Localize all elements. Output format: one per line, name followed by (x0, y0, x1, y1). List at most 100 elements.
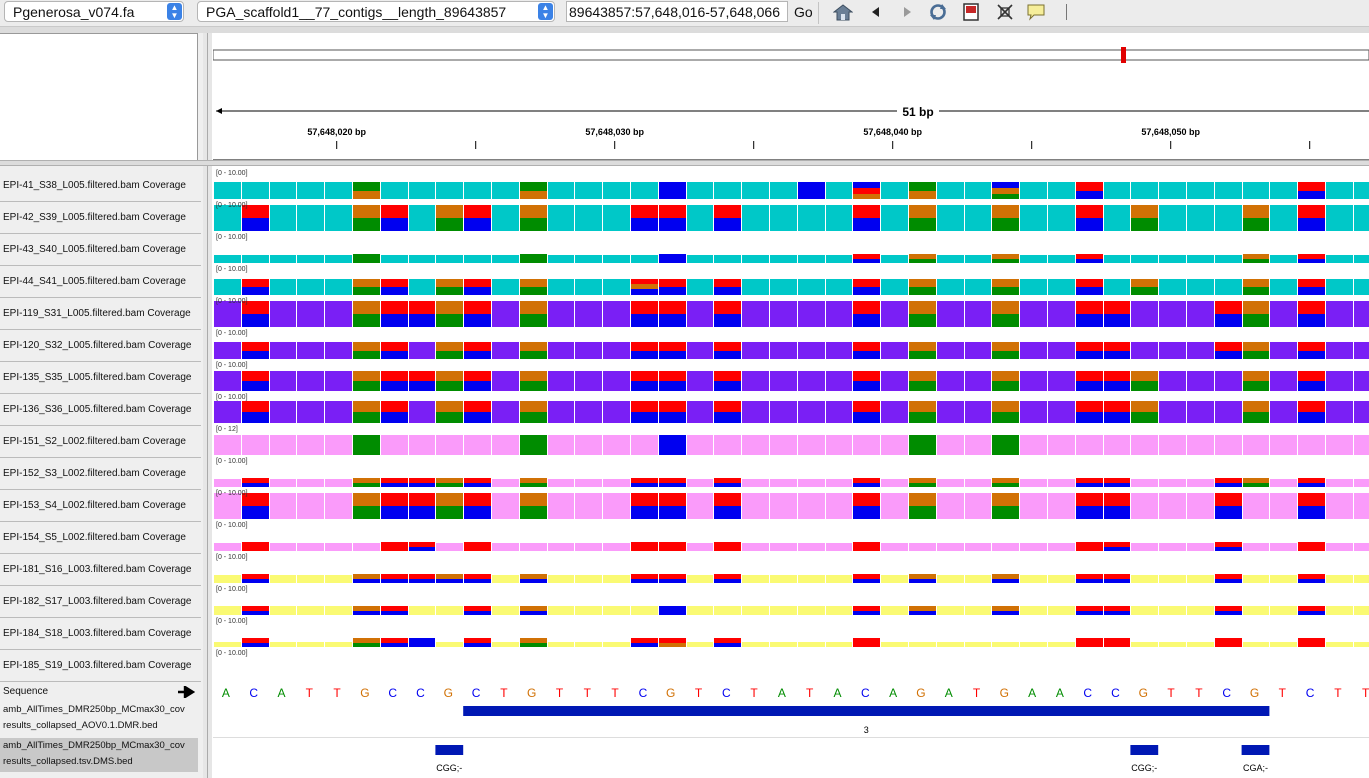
coverage-bar (1354, 182, 1369, 199)
coverage-bar (742, 435, 769, 455)
panel-horizontal-divider[interactable] (0, 160, 1369, 166)
coverage-bar-allele (992, 182, 1019, 188)
coverage-track[interactable]: [0 - 10.00] (213, 554, 1369, 586)
feature-track-name[interactable]: amb_AllTimes_DMR250bp_MCmax30_cov results… (0, 738, 198, 772)
coverage-bar-allele (714, 579, 741, 583)
track-name[interactable]: EPI-182_S17_L003.filtered.bam Coverage (3, 596, 192, 607)
coverage-track[interactable]: [0 - 10.00] (213, 490, 1369, 522)
track-name[interactable]: EPI-181_S16_L003.filtered.bam Coverage (3, 564, 192, 575)
coverage-bar (1270, 205, 1297, 231)
track-name[interactable]: EPI-41_S38_L005.filtered.bam Coverage (3, 180, 186, 191)
coverage-bar-allele (1298, 638, 1325, 647)
feature-track-name[interactable]: amb_AllTimes_DMR250bp_MCmax30_cov results… (0, 702, 198, 736)
coverage-track[interactable]: [0 - 12] (213, 426, 1369, 458)
locus-input[interactable]: 89643857:57,648,016-57,648,066 (566, 1, 788, 22)
sequence-base: C (639, 686, 648, 700)
coverage-bar (798, 575, 825, 583)
region-of-interest-icon[interactable] (961, 3, 981, 21)
coverage-bar (1243, 493, 1269, 519)
coverage-svg (214, 638, 1369, 647)
coverage-track[interactable]: [0 - 10.00] (213, 202, 1369, 234)
coverage-bar-allele (381, 218, 408, 231)
coverage-bar-allele (436, 314, 463, 327)
coverage-track[interactable]: [0 - 10.00] (213, 650, 1369, 682)
coverage-bar-allele (1215, 506, 1242, 519)
go-button[interactable]: Go (794, 4, 813, 20)
coverage-bar-allele (1076, 579, 1103, 583)
coverage-track[interactable]: [0 - 10.00] (213, 362, 1369, 394)
ruler-panel[interactable]: 51 bp 57,648,020 bp 57,648,030 bp 57,648,0… (212, 33, 1369, 163)
track-name[interactable]: EPI-44_S41_L005.filtered.bam Coverage (3, 276, 186, 287)
track-name[interactable]: EPI-42_S39_L005.filtered.bam Coverage (3, 212, 186, 223)
coverage-bar (881, 205, 908, 231)
track-name[interactable]: EPI-119_S31_L005.filtered.bam Coverage (3, 308, 191, 319)
strand-arrow-icon[interactable] (177, 686, 195, 698)
coverage-track[interactable]: [0 - 10.00] (213, 298, 1369, 330)
track-name[interactable]: EPI-185_S19_L003.filtered.bam Coverage (3, 660, 192, 671)
coverage-bar-allele (659, 542, 686, 551)
coverage-bar (1131, 435, 1158, 455)
track-name[interactable]: EPI-136_S36_L005.filtered.bam Coverage (3, 404, 192, 415)
coverage-bar-allele (1243, 314, 1269, 327)
popup-info-icon[interactable] (1026, 3, 1046, 21)
track-name[interactable]: EPI-135_S35_L005.filtered.bam Coverage (3, 372, 192, 383)
coverage-bar (1159, 493, 1186, 519)
sequence-base: G (1250, 686, 1259, 700)
coverage-track[interactable]: [0 - 10.00] (213, 618, 1369, 650)
coverage-bar-allele (436, 478, 463, 483)
resize-to-window-icon[interactable] (995, 3, 1015, 21)
coverage-bar-allele (409, 493, 435, 506)
track-name[interactable]: EPI-120_S32_L005.filtered.bam Coverage (3, 340, 192, 351)
chromosome-ideogram[interactable] (212, 49, 1369, 61)
chromosome-dropdown[interactable]: PGA_scaffold1__77_contigs__length_896438… (197, 1, 555, 22)
coverage-bar-allele (242, 483, 269, 487)
coverage-bar (270, 371, 296, 391)
coverage-bar-allele (353, 218, 380, 231)
genome-dropdown[interactable]: Pgenerosa_v074.fa ▲ ▼ (4, 1, 184, 22)
sequence-track-name[interactable]: Sequence (3, 686, 49, 697)
dms-feature[interactable] (435, 745, 464, 755)
track-name[interactable]: EPI-154_S5_L002.filtered.bam Coverage (3, 532, 186, 543)
coverage-bar (1187, 401, 1214, 423)
dms-feature[interactable] (1130, 745, 1159, 755)
chromosome-dropdown-arrow-icon[interactable]: ▲ ▼ (538, 3, 553, 20)
coverage-bar-allele (242, 287, 269, 295)
coverage-track[interactable]: [0 - 10.00] (213, 330, 1369, 362)
coverage-bar-allele (436, 342, 463, 351)
coverage-track[interactable]: [0 - 10.00] (213, 522, 1369, 554)
coverage-track[interactable]: [0 - 10.00] (213, 586, 1369, 618)
home-icon[interactable] (833, 3, 853, 21)
coverage-bar (881, 575, 908, 583)
coverage-bar-allele (659, 182, 686, 199)
coverage-bar-allele (464, 611, 491, 615)
coverage-bar (603, 606, 630, 615)
coverage-track[interactable]: [0 - 10.00] (213, 394, 1369, 426)
track-name[interactable]: EPI-151_S2_L002.filtered.bam Coverage (3, 436, 186, 447)
coverage-bar-allele (436, 205, 463, 218)
coverage-track[interactable]: [0 - 10.00] (213, 266, 1369, 298)
coverage-bar (1131, 493, 1158, 519)
track-name[interactable]: EPI-43_S40_L005.filtered.bam Coverage (3, 244, 186, 255)
coverage-bar (1354, 205, 1369, 231)
dms-feature[interactable] (1241, 745, 1270, 755)
back-icon[interactable] (866, 3, 886, 21)
coverage-bar (603, 301, 630, 327)
coverage-bar (826, 543, 852, 551)
coverage-svg (214, 401, 1369, 423)
coverage-track[interactable]: [0 - 10.00] (213, 234, 1369, 266)
track-name[interactable]: EPI-153_S4_L002.filtered.bam Coverage (3, 500, 186, 511)
coverage-bar-allele (853, 218, 880, 231)
coverage-track[interactable]: [0 - 10.00] (213, 458, 1369, 490)
dmr-feature[interactable] (463, 706, 1270, 716)
track-name[interactable]: EPI-152_S3_L002.filtered.bam Coverage (3, 468, 186, 479)
coverage-bar (1187, 205, 1214, 231)
forward-icon[interactable] (897, 3, 917, 21)
refresh-icon[interactable] (928, 3, 948, 21)
coverage-track[interactable]: [0 - 10.00] (213, 170, 1369, 202)
coverage-bar (492, 301, 519, 327)
genome-dropdown-arrow-icon[interactable]: ▲ ▼ (167, 3, 182, 20)
coverage-bar-allele (631, 381, 658, 391)
track-name[interactable]: EPI-184_S18_L003.filtered.bam Coverage (3, 628, 192, 639)
coverage-bar-allele (1131, 205, 1158, 218)
